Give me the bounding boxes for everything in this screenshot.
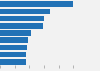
Bar [0, 9, 50, 14]
Bar [0, 23, 42, 29]
Bar [0, 1, 73, 7]
Bar [0, 59, 26, 65]
Bar [0, 52, 26, 57]
Bar [0, 37, 28, 43]
Bar [0, 30, 31, 36]
Bar [0, 16, 44, 21]
Bar [0, 45, 27, 50]
